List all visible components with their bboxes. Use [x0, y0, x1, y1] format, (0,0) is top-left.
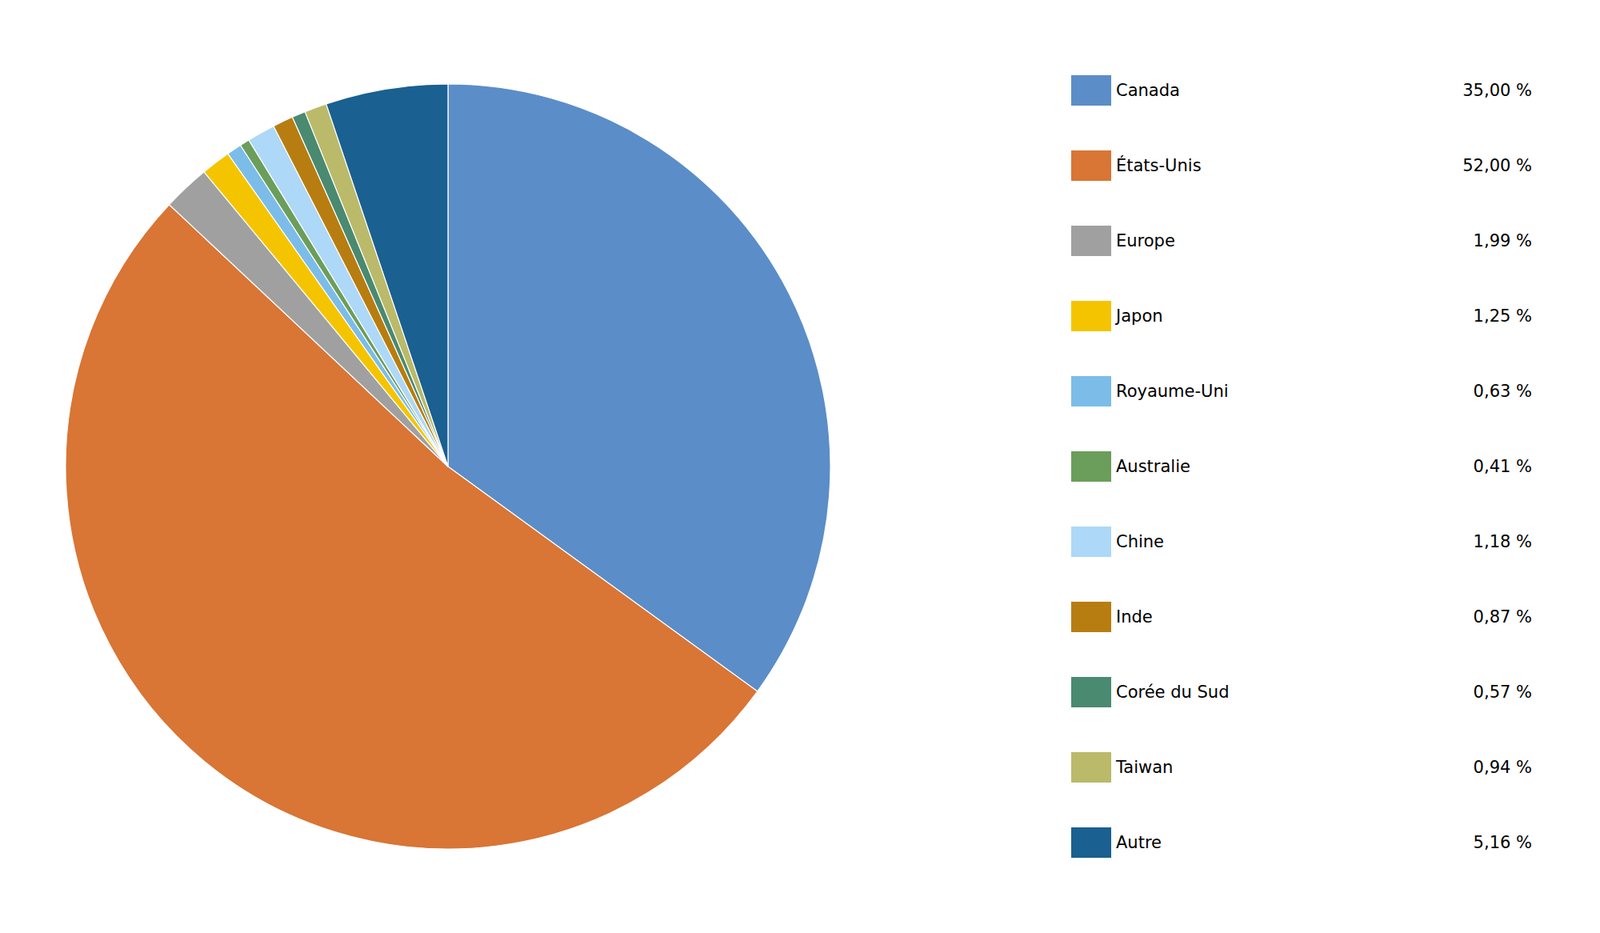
svg-text:0,87 %: 0,87 %	[1473, 607, 1532, 627]
svg-text:Europe: Europe	[1116, 231, 1176, 251]
svg-text:1,18 %: 1,18 %	[1473, 532, 1532, 552]
svg-text:Japon: Japon	[1114, 306, 1164, 326]
svg-text:5,16 %: 5,16 %	[1473, 832, 1532, 852]
svg-text:0,63 %: 0,63 %	[1473, 381, 1532, 401]
svg-text:1,99 %: 1,99 %	[1473, 231, 1532, 251]
svg-text:35,00 %: 35,00 %	[1462, 80, 1532, 100]
svg-text:Taiwan: Taiwan	[1115, 757, 1173, 777]
svg-text:0,94 %: 0,94 %	[1468, 757, 1532, 777]
svg-text:0,57 %: 0,57 %	[1468, 682, 1532, 702]
svg-text:Corée du Sud: Corée du Sud	[1116, 682, 1229, 702]
svg-text:0,41 %: 0,41 %	[1468, 456, 1532, 476]
svg-text:Royaume-Uni: Royaume-Uni	[1116, 381, 1229, 401]
svg-text:Chine: Chine	[1116, 532, 1164, 552]
svg-text:1,25 %: 1,25 %	[1473, 306, 1532, 326]
svg-text:Australie: Australie	[1116, 456, 1191, 476]
svg-text:États-Unis: États-Unis	[1116, 155, 1202, 176]
svg-text:Autre: Autre	[1116, 832, 1162, 852]
svg-text:Canada: Canada	[1116, 80, 1180, 100]
svg-text:52,00 %: 52,00 %	[1462, 156, 1532, 176]
svg-text:Inde: Inde	[1116, 607, 1153, 627]
